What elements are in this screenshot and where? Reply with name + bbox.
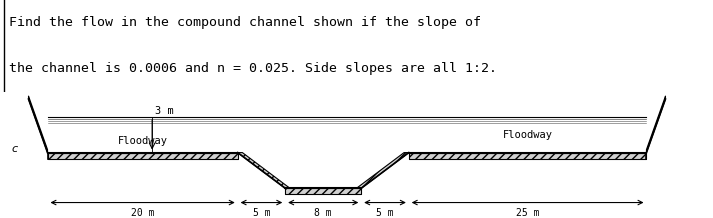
- Polygon shape: [647, 96, 665, 153]
- Text: 25 m: 25 m: [516, 208, 539, 218]
- Text: 20 m: 20 m: [131, 208, 154, 218]
- Polygon shape: [48, 117, 647, 188]
- Polygon shape: [29, 96, 48, 153]
- Polygon shape: [285, 188, 361, 194]
- Polygon shape: [356, 153, 409, 188]
- Text: Floodway: Floodway: [118, 136, 168, 146]
- Text: c: c: [11, 144, 17, 154]
- Polygon shape: [48, 153, 237, 158]
- Text: the channel is 0.0006 and n = 0.025. Side slopes are all 1:2.: the channel is 0.0006 and n = 0.025. Sid…: [9, 62, 496, 75]
- Text: Find the flow in the compound channel shown if the slope of: Find the flow in the compound channel sh…: [9, 16, 481, 29]
- Text: 8 m: 8 m: [314, 208, 332, 218]
- Polygon shape: [409, 153, 647, 158]
- Text: 5 m: 5 m: [376, 208, 394, 218]
- Text: 5 m: 5 m: [252, 208, 270, 218]
- Text: Floodway: Floodway: [503, 130, 553, 140]
- Text: 3 m: 3 m: [155, 106, 174, 116]
- Polygon shape: [237, 153, 290, 188]
